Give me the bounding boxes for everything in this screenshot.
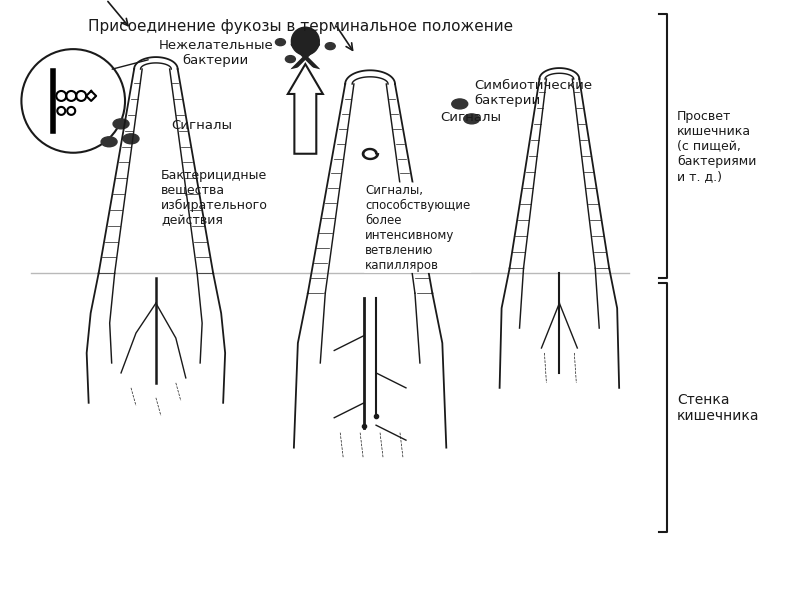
Text: Сигналы,
способствующие
более
интенсивному
ветвлению
капилляров: Сигналы, способствующие более интенсивно…: [365, 184, 470, 272]
Ellipse shape: [325, 43, 335, 50]
Ellipse shape: [101, 137, 117, 147]
Ellipse shape: [113, 119, 129, 129]
Ellipse shape: [285, 56, 295, 62]
Text: Симбиотические
бактерии: Симбиотические бактерии: [475, 79, 592, 107]
Polygon shape: [288, 64, 323, 154]
Text: Сигналы: Сигналы: [440, 111, 501, 124]
Text: Бактерицидные
вещества
избирательного
действия: Бактерицидные вещества избирательного де…: [161, 169, 268, 227]
Ellipse shape: [276, 39, 285, 46]
Ellipse shape: [452, 99, 468, 109]
Text: Присоединение фукозы в терминальное положение: Присоединение фукозы в терминальное поло…: [88, 19, 513, 34]
Ellipse shape: [123, 134, 139, 144]
Text: Сигналы: Сигналы: [171, 119, 231, 132]
Ellipse shape: [464, 114, 480, 124]
Text: Стенка
кишечника: Стенка кишечника: [677, 393, 759, 423]
Circle shape: [292, 27, 319, 55]
Text: Просвет
кишечника
(с пищей,
бактериями
и т. д.): Просвет кишечника (с пищей, бактериями и…: [677, 110, 756, 183]
Text: Нежелательные
бактерии: Нежелательные бактерии: [158, 39, 273, 67]
